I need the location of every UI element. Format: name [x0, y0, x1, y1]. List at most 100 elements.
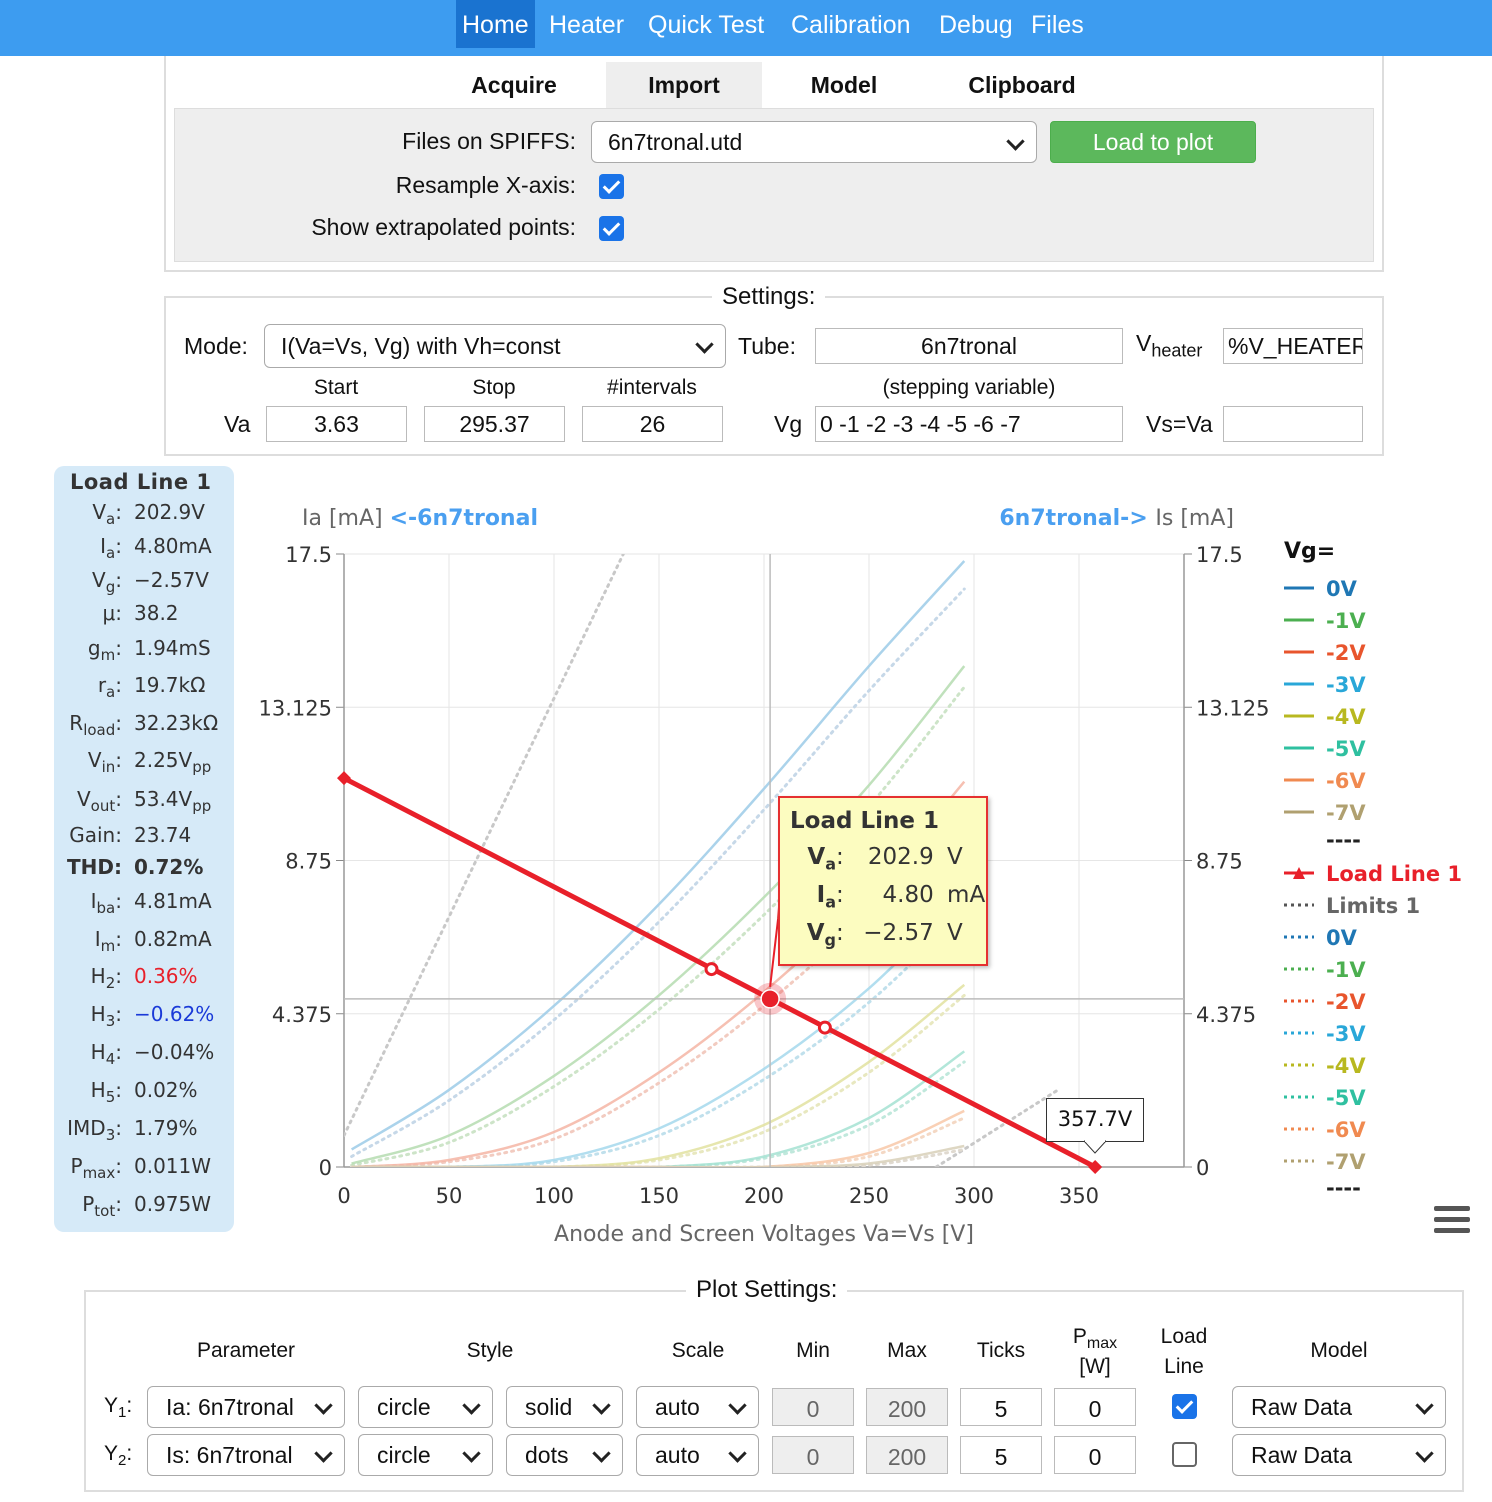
info-value: 0.011W [134, 1154, 212, 1178]
extrapolated-checkbox[interactable] [599, 216, 624, 241]
header-pmax: Pmax [1072, 1325, 1118, 1353]
operating-point [760, 989, 780, 1009]
legend-label-dotted: -3V [1326, 1022, 1366, 1046]
legend-label-dotted: -7V [1326, 1150, 1366, 1174]
style-select[interactable]: circle [358, 1434, 493, 1476]
info-row: Iba: 4.81mA [54, 889, 234, 921]
info-key: Pmax: [70, 1154, 123, 1182]
info-row: H5: 0.02% [54, 1078, 234, 1110]
is-curve-vg-4 [350, 993, 966, 1167]
min-input[interactable]: 0 [772, 1388, 854, 1426]
tube-input[interactable]: 6n7tronal [815, 328, 1123, 364]
tab-import[interactable]: Import [606, 62, 762, 108]
load-line-checkbox[interactable] [1172, 1442, 1197, 1467]
nav-quick-test[interactable]: Quick Test [648, 11, 765, 39]
stepping-label: (stepping variable) [882, 376, 1056, 399]
plot-area [344, 554, 1060, 1167]
nav-calibration[interactable]: Calibration [791, 11, 911, 39]
info-row: H2: 0.36% [54, 964, 234, 996]
nav-debug[interactable]: Debug [939, 11, 1013, 39]
x-tick-label: 150 [639, 1184, 679, 1208]
chart-menu-icon[interactable] [1434, 1206, 1470, 1234]
va-stop-input[interactable]: 295.37 [424, 406, 565, 442]
x-tick-label: 250 [849, 1184, 889, 1208]
info-value: 4.80mA [134, 534, 212, 558]
mode-label: Mode: [184, 333, 248, 359]
tab-clipboard[interactable]: Clipboard [968, 72, 1076, 98]
chart-tooltip: Load Line 1 Va: 202.9 V Ia: 4.80 mA Vg: −2.57… [778, 796, 988, 966]
legend-label-solid: -7V [1326, 801, 1366, 825]
is-curve-vg-0 [350, 587, 966, 1158]
va-start-input[interactable]: 3.63 [266, 406, 407, 442]
mode-select[interactable]: I(Va=Vs, Vg) with Vh=const [264, 324, 726, 368]
load-to-plot-button[interactable]: Load to plot [1050, 121, 1256, 163]
info-key: Im: [94, 927, 122, 955]
max-input[interactable]: 200 [866, 1388, 948, 1426]
ia-curve-vg-1 [351, 665, 966, 1165]
pmax-input[interactable]: 0 [1054, 1436, 1136, 1474]
ia-curve-vg-7 [351, 1144, 965, 1167]
header-parameter: Parameter [196, 1339, 296, 1362]
load-line [342, 775, 1097, 1170]
info-value: −0.04% [134, 1040, 215, 1064]
parameter-select[interactable]: Ia: 6n7tronal [147, 1386, 345, 1428]
nav-home[interactable]: Home [456, 0, 535, 48]
line-style-select[interactable]: dots [506, 1434, 623, 1476]
header-max: Max [887, 1339, 927, 1362]
y-tick-label-right: 0 [1196, 1156, 1209, 1180]
model-select[interactable]: Raw Data [1232, 1434, 1446, 1476]
pmax-input[interactable]: 0 [1054, 1388, 1136, 1426]
info-row: Vin: 2.25Vpp [54, 748, 234, 780]
legend-label-dotted: -6V [1326, 1118, 1366, 1142]
vs-input[interactable] [1223, 406, 1363, 442]
info-row: Rload: 32.23kΩ [54, 711, 234, 743]
info-row: H4: −0.04% [54, 1040, 234, 1072]
x-tick-label: 350 [1059, 1184, 1099, 1208]
line-style-select[interactable]: solid [506, 1386, 623, 1428]
load-line-checkbox[interactable] [1172, 1394, 1197, 1419]
vheater-input[interactable]: %V_HEATER% [1223, 328, 1363, 364]
ticks-input[interactable]: 5 [960, 1436, 1042, 1474]
info-key: Ia: [100, 534, 122, 562]
is-curve-vg-1 [350, 685, 966, 1167]
style-select[interactable]: circle [358, 1386, 493, 1428]
min-input[interactable]: 0 [772, 1436, 854, 1474]
ticks-input[interactable]: 5 [960, 1388, 1042, 1426]
model-select[interactable]: Raw Data [1232, 1386, 1446, 1428]
legend-label-solid: -6V [1326, 769, 1366, 793]
nav-files[interactable]: Files [1031, 11, 1084, 39]
legend-label-limits: Limits 1 [1326, 894, 1420, 918]
parameter-select[interactable]: Is: 6n7tronal [147, 1434, 345, 1476]
end-voltage-label: 357.7V [1046, 1098, 1144, 1142]
legend-label-dotted: -1V [1326, 958, 1366, 982]
files-label: Files on SPIFFS: [402, 128, 576, 154]
tab-model[interactable]: Model [810, 72, 878, 98]
scale-select[interactable]: auto [636, 1434, 759, 1476]
tab-acquire[interactable]: Acquire [471, 72, 557, 98]
intervals-label: #intervals [607, 376, 697, 399]
info-row: THD: 0.72% [54, 855, 234, 887]
scale-select[interactable]: auto [636, 1386, 759, 1428]
tooltip-value: −2.57 [863, 920, 934, 946]
info-key: Vin: [87, 748, 122, 776]
load-line-endpoint [337, 771, 351, 786]
resample-checkbox[interactable] [599, 174, 624, 199]
va-intervals-input[interactable]: 26 [582, 406, 723, 442]
info-value: 2.25Vpp [134, 748, 212, 776]
info-row: Im: 0.82mA [54, 927, 234, 959]
y-tick-label-right: 8.75 [1196, 850, 1243, 874]
tooltip-value: 4.80 [882, 882, 934, 908]
file-select[interactable]: 6n7tronal.utd [591, 121, 1037, 163]
max-input[interactable]: 200 [866, 1436, 948, 1474]
x-tick-label: 200 [744, 1184, 784, 1208]
info-row: Ia: 4.80mA [54, 534, 234, 566]
legend-label-load-line: Load Line 1 [1326, 862, 1462, 886]
info-title: Load Line 1 [70, 470, 212, 494]
vg-input[interactable]: 0 -1 -2 -3 -4 -5 -6 -7 [815, 406, 1123, 442]
legend-load-line-marker [1293, 867, 1305, 879]
info-row: ra: 19.7kΩ [54, 673, 234, 705]
y-tick-label-left: 8.75 [285, 850, 332, 874]
legend-label-dotted: 0V [1326, 926, 1358, 950]
header-model: Model [1310, 1339, 1368, 1362]
nav-heater[interactable]: Heater [549, 11, 625, 39]
